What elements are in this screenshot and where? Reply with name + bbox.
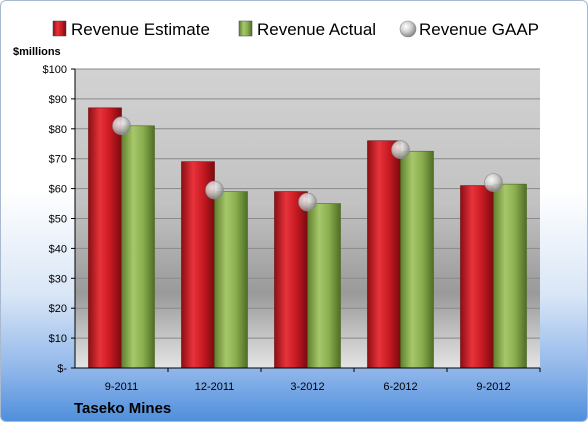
- y-tick-label: $100: [43, 64, 67, 76]
- y-tick-label: $10: [49, 333, 67, 345]
- legend-label: Revenue Estimate: [71, 20, 210, 39]
- legend-swatch: [399, 20, 417, 38]
- marker-revenue-gaap: [298, 192, 317, 212]
- bar-revenue-actual: [307, 203, 341, 369]
- marker-revenue-gaap: [391, 140, 410, 160]
- bar-revenue-estimate: [274, 191, 308, 369]
- bar-revenue-actual: [214, 191, 248, 369]
- bar-revenue-actual: [121, 125, 155, 369]
- bar-revenue-actual: [400, 150, 434, 369]
- marker-revenue-gaap: [112, 116, 131, 136]
- y-tick-label: $80: [49, 124, 67, 136]
- legend-label: Revenue Actual: [257, 20, 376, 39]
- x-tick-label: 9-2011: [105, 381, 138, 393]
- bar-revenue-estimate: [367, 140, 401, 369]
- y-tick-label: $50: [49, 214, 67, 226]
- y-axis: $- $10 $20 $30 $40 $50 $60 $70 $80 $90 $100: [43, 64, 76, 375]
- bar-revenue-estimate: [88, 107, 122, 369]
- unit-label: $millions: [13, 46, 61, 58]
- legend-label: Revenue GAAP: [419, 20, 539, 39]
- y-tick-label: $30: [49, 273, 67, 285]
- gaap-markers: [112, 116, 503, 212]
- y-tick-label: $40: [49, 243, 67, 255]
- bar-revenue-actual: [493, 183, 527, 369]
- bar-revenue-estimate: [460, 185, 494, 369]
- y-tick-label: $70: [49, 154, 67, 166]
- bars: [88, 107, 527, 369]
- legend: Revenue Estimate Revenue Actual Revenue GA…: [52, 20, 539, 39]
- x-tick-label: 6-2012: [383, 381, 417, 393]
- marker-revenue-gaap: [484, 173, 503, 192]
- x-tick-label: 12-2011: [195, 381, 235, 393]
- company-name: Taseko Mines: [74, 400, 171, 417]
- y-tick-label: $20: [49, 303, 67, 315]
- x-axis: 9-2011 12-2011 3-2012 6-2012 9-2012: [75, 367, 541, 393]
- y-tick-label: $60: [49, 184, 67, 196]
- y-tick-label: $90: [49, 94, 67, 106]
- x-tick-label: 9-2012: [476, 381, 510, 393]
- legend-swatch: [52, 20, 67, 37]
- marker-revenue-gaap: [205, 180, 224, 200]
- x-tick-label: 3-2012: [290, 381, 324, 393]
- y-tick-label: $-: [57, 363, 67, 375]
- legend-swatch: [238, 20, 253, 37]
